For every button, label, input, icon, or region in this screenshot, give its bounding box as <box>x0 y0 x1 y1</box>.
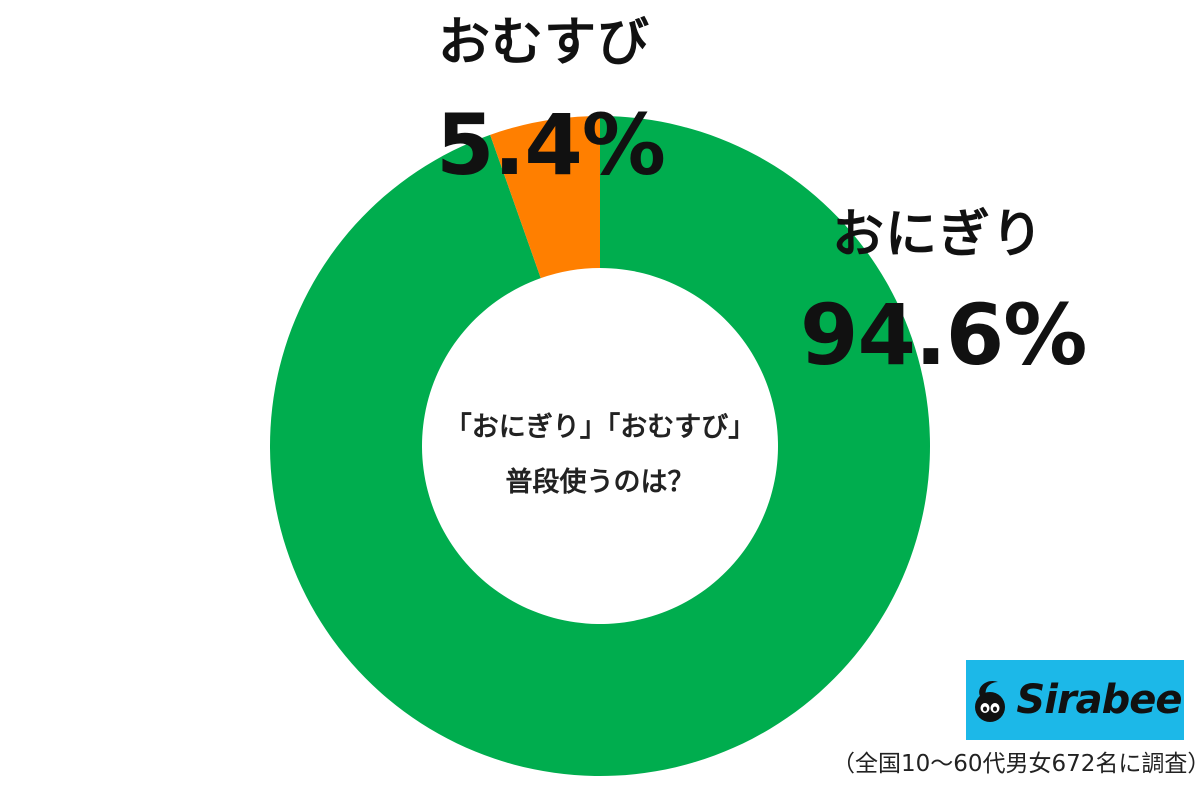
donut-slice-omusubi <box>490 116 600 279</box>
slice-value-onigiri: 94.6% <box>800 286 1087 384</box>
sirabee-logo-text: Sirabee <box>1016 677 1182 723</box>
donut-slice-onigiri <box>270 116 930 776</box>
chart-title-line2: 普段使うのは？ <box>505 467 695 498</box>
sirabee-logo-icon <box>968 676 1012 724</box>
chart-title: 「おにぎり」「おむすび」 普段使うのは？ <box>400 400 800 510</box>
sirabee-logo: Sirabee <box>966 660 1184 740</box>
slice-value-omusubi: 5.4% <box>436 96 666 194</box>
slice-label-omusubi: おむすび <box>438 13 651 73</box>
survey-footnote: （全国10～60代男女672名に調査） <box>832 751 1200 777</box>
slice-label-onigiri: おにぎり <box>832 205 1045 265</box>
chart-title-line1: 「おにぎり」「おむすび」 <box>444 412 756 443</box>
